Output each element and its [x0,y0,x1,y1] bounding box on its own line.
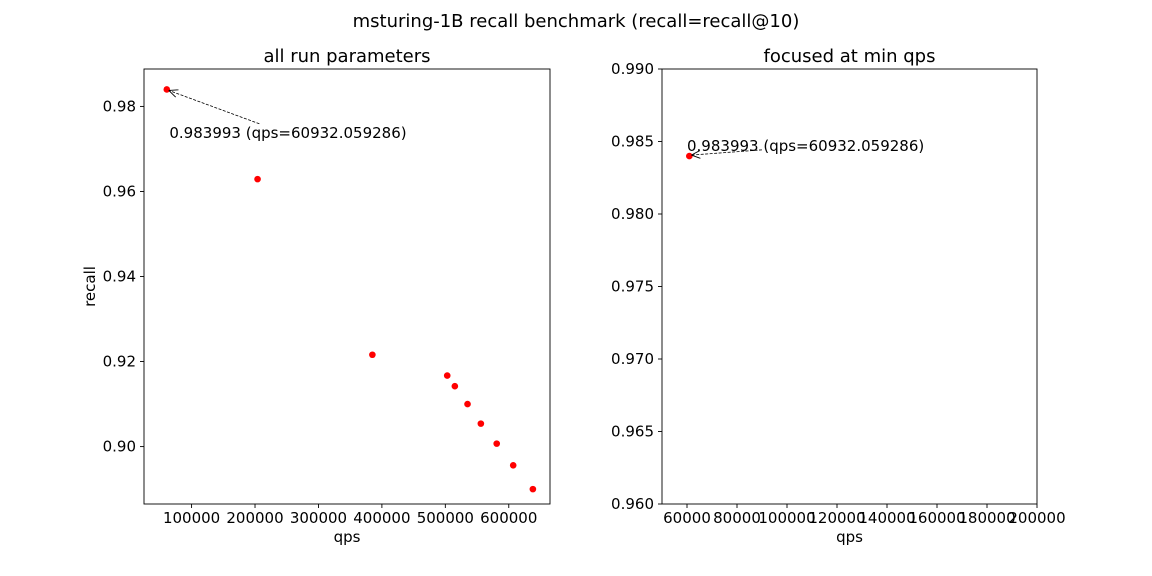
y-tick-label: 0.960 [611,495,654,513]
x-tick-label: 300000 [290,509,347,527]
x-tick-label: 600000 [480,509,537,527]
y-tick-label: 0.98 [103,97,136,115]
chart-panel-focused-at-min-qps: focused at min qps 60000 80000100000120000… [611,46,1066,546]
data-point [477,420,485,427]
x-tick-label: 160000 [908,509,965,527]
x-tick-label: 200000 [1008,509,1065,527]
y-axis-label: recall [81,266,99,307]
x-tick-label: 60000 [663,509,711,527]
chart-title: focused at min qps [764,46,936,67]
data-point [464,400,471,408]
x-tick-label: 180000 [958,509,1015,527]
annotation-arrow [169,90,260,125]
data-point [254,175,261,183]
y-tick-label: 0.985 [611,133,654,151]
x-tick-label: 100000 [758,509,815,527]
data-point [369,351,376,359]
chart-title: all run parameters [263,46,430,67]
y-tick-label: 0.90 [103,438,136,456]
chart-panel-all-run-parameters: all run parameters 100000 200000 300000 4000… [81,46,551,546]
x-axis-label: qps [836,528,863,546]
x-tick-label: 400000 [353,509,410,527]
y-tick-label: 0.970 [611,350,654,368]
x-tick-label: 140000 [858,509,915,527]
data-point [509,462,517,469]
x-tick-label: 500000 [417,509,474,527]
x-axis-label: qps [334,528,361,546]
figure-title: msturing-1B recall benchmark (recall=rec… [353,11,800,32]
y-tick-label: 0.94 [103,268,136,286]
x-tick-label: 200000 [226,509,283,527]
data-point [529,485,537,493]
y-tick-label: 0.965 [611,423,654,441]
annotation-label: 0.983993 (qps=60932.059286) [687,137,924,155]
x-tick-label: 120000 [808,509,865,527]
y-tick-label: 0.975 [611,278,654,296]
annotation-label: 0.983993 (qps=60932.059286) [169,124,406,142]
plot-area-frame [143,68,551,505]
x-tick-label: 100000 [163,509,220,527]
data-point [163,86,171,93]
y-tick-label: 0.96 [103,182,136,200]
y-tick-label: 0.980 [611,205,654,223]
x-tick-label: 80000 [713,509,761,527]
data-point [686,152,693,160]
data-point [443,372,451,379]
y-tick-label: 0.990 [611,60,654,78]
data-point [493,440,501,447]
data-point [451,382,459,390]
y-tick-label: 0.92 [103,353,136,371]
annotation-arrow [691,149,763,155]
